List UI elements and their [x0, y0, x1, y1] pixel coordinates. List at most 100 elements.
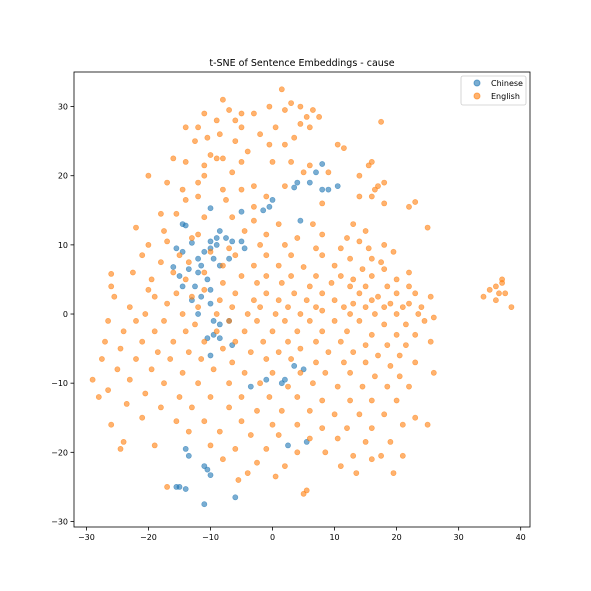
point-english-144 — [406, 283, 412, 290]
series-english — [89, 86, 515, 497]
point-english-13 — [213, 117, 220, 124]
point-english-156 — [412, 290, 419, 297]
point-english-309 — [344, 425, 350, 431]
point-english-279 — [105, 387, 111, 393]
point-chinese-33 — [198, 262, 205, 269]
point-chinese-57 — [281, 376, 288, 383]
point-english-125 — [201, 269, 208, 276]
point-english-214 — [319, 328, 326, 335]
plot-frame — [73, 71, 531, 528]
point-english-48 — [325, 169, 332, 176]
point-chinese-66 — [207, 472, 214, 478]
point-english-106 — [288, 252, 294, 259]
point-english-330 — [378, 452, 384, 459]
point-chinese-10 — [260, 207, 267, 214]
point-english-101 — [390, 248, 397, 255]
point-english-178 — [362, 304, 369, 310]
point-english-295 — [254, 407, 260, 414]
point-english-264 — [347, 369, 353, 376]
point-english-313 — [108, 421, 115, 428]
point-english-207 — [120, 328, 127, 335]
point-chinese-21 — [238, 238, 245, 245]
point-english-7 — [201, 110, 208, 117]
point-english-312 — [424, 421, 431, 428]
point-english-265 — [371, 373, 378, 380]
point-english-203 — [356, 317, 363, 324]
point-english-305 — [238, 418, 245, 425]
point-english-82 — [161, 228, 167, 234]
point-english-8 — [226, 107, 232, 113]
point-english-177 — [340, 304, 347, 310]
point-english-127 — [263, 273, 270, 279]
point-english-39 — [238, 158, 245, 165]
point-english-239 — [325, 349, 332, 355]
point-english-9 — [281, 107, 288, 113]
point-english-28 — [281, 141, 288, 148]
point-english-113 — [185, 259, 192, 266]
point-english-92 — [145, 241, 152, 248]
point-english-268 — [126, 376, 133, 383]
point-english-314 — [185, 428, 192, 435]
point-english-105 — [263, 252, 270, 259]
point-english-281 — [176, 394, 183, 400]
point-english-188 — [319, 307, 326, 314]
x-tick-label: 10 — [329, 533, 339, 542]
point-english-183 — [179, 311, 186, 317]
point-english-338 — [244, 470, 251, 476]
point-english-36 — [182, 158, 189, 165]
point-english-154 — [375, 293, 381, 300]
point-english-290 — [95, 394, 102, 400]
point-english-77 — [275, 221, 282, 227]
point-chinese-53 — [207, 352, 214, 359]
point-english-107 — [319, 252, 326, 259]
legend-marker-chinese — [473, 79, 481, 87]
point-english-27 — [232, 138, 239, 144]
data-points — [89, 86, 515, 508]
point-english-102 — [176, 252, 183, 259]
point-english-130 — [337, 273, 344, 279]
point-english-161 — [250, 297, 257, 304]
point-english-136 — [219, 279, 226, 286]
point-english-306 — [269, 421, 276, 428]
point-english-129 — [313, 273, 319, 279]
point-english-171 — [164, 300, 170, 307]
point-english-182 — [142, 311, 149, 317]
point-english-240 — [350, 349, 357, 355]
point-english-45 — [201, 172, 208, 179]
point-english-145 — [108, 283, 115, 290]
point-english-206 — [421, 317, 428, 324]
point-english-340 — [235, 477, 242, 483]
x-tick-label: −20 — [140, 533, 157, 542]
point-english-134 — [148, 276, 155, 283]
point-english-293 — [188, 404, 195, 411]
y-tick-label: −20 — [51, 448, 68, 457]
point-chinese-6 — [325, 186, 332, 193]
point-english-80 — [362, 228, 369, 234]
point-english-168 — [406, 300, 412, 307]
point-english-331 — [399, 452, 406, 459]
point-english-248 — [263, 356, 270, 362]
point-chinese-18 — [207, 238, 214, 245]
point-english-17 — [182, 124, 189, 131]
point-english-70 — [406, 203, 412, 210]
point-chinese-41 — [207, 286, 214, 293]
point-english-60 — [238, 186, 245, 193]
point-english-328 — [322, 449, 329, 456]
point-english-253 — [387, 362, 394, 369]
point-english-33 — [244, 148, 251, 155]
point-english-252 — [362, 359, 369, 366]
point-english-119 — [359, 266, 366, 272]
point-english-276 — [359, 383, 366, 390]
point-english-299 — [356, 411, 363, 418]
point-english-29 — [334, 141, 341, 148]
point-chinese-34 — [185, 266, 192, 272]
point-english-123 — [129, 269, 136, 276]
point-english-235 — [219, 345, 226, 352]
point-chinese-12 — [207, 205, 214, 212]
point-english-86 — [294, 235, 301, 241]
point-english-65 — [223, 196, 229, 203]
point-english-79 — [350, 221, 357, 227]
point-english-69 — [412, 199, 419, 205]
y-tick-label: −30 — [51, 517, 68, 526]
point-english-6 — [309, 107, 316, 113]
